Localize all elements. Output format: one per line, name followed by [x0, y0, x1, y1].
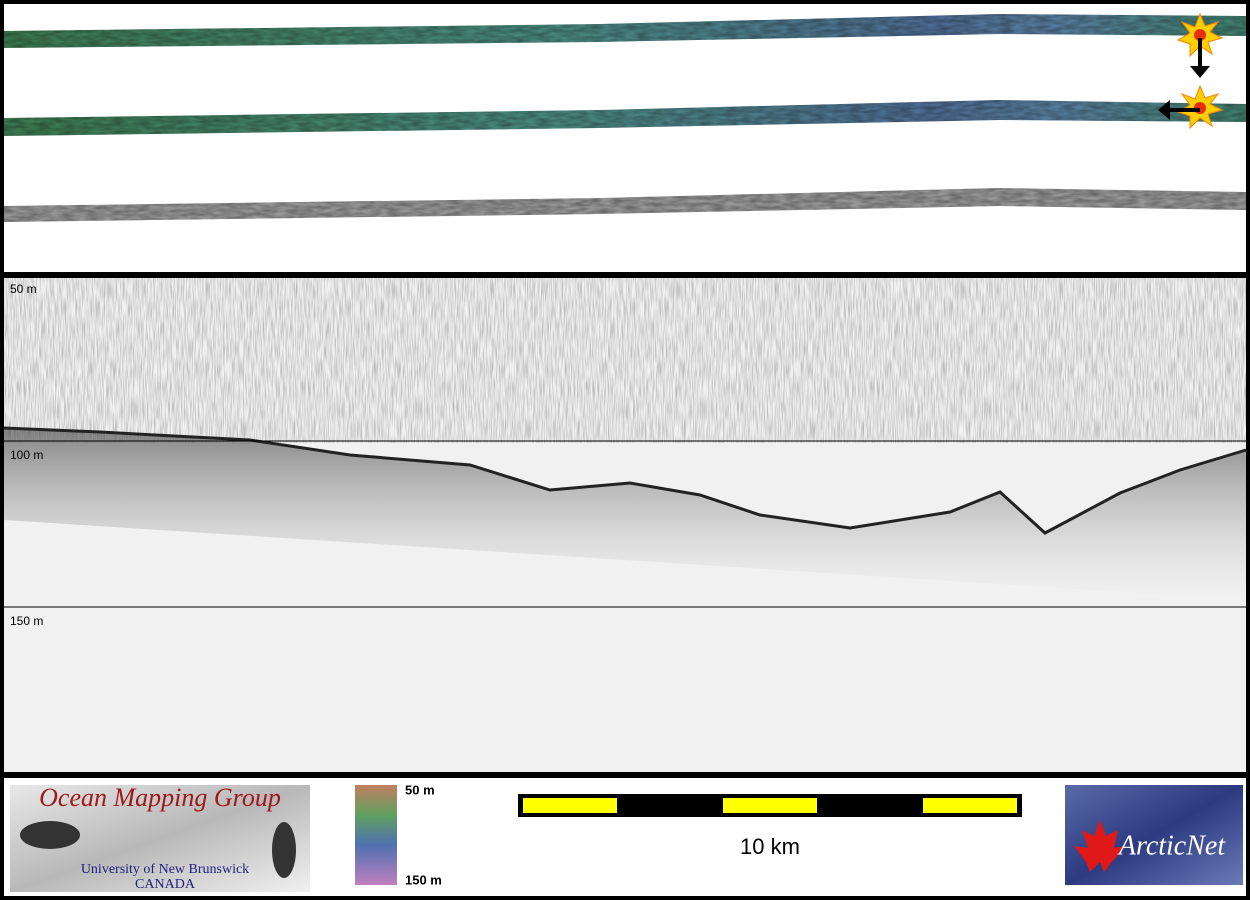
swath-strips [4, 14, 1246, 222]
arcticnet-logo: ArcticNet [1065, 785, 1243, 885]
logo-title: Ocean Mapping Group [39, 783, 281, 812]
swath-texture [4, 14, 1246, 48]
seafloor-trace [3, 426, 1247, 535]
arrow-head [1158, 100, 1170, 120]
depth-label: 100 m [10, 448, 43, 462]
color-bar-label: 150 m [405, 872, 442, 887]
color-bar-label: 50 m [405, 782, 435, 797]
arrow-head [1190, 66, 1210, 78]
logo-label: ArcticNet [1117, 830, 1226, 861]
backscatter-texture [4, 188, 1246, 222]
scale-bar: 10 km [518, 794, 1022, 859]
ocean-mapping-logo: Ocean Mapping Group University of New Br… [10, 783, 310, 892]
water-column-noise [4, 278, 1246, 443]
marker-dot [1194, 29, 1206, 41]
color-bar [355, 785, 397, 885]
sub-bottom-return [4, 428, 1246, 600]
scale-segment [523, 798, 617, 813]
swath-panel [4, 4, 1246, 272]
maple-leaf [1074, 820, 1126, 872]
swath-texture [4, 100, 1246, 136]
position-markers [1158, 12, 1224, 130]
scale-label: 10 km [740, 834, 800, 859]
logo-subtitle: University of New Brunswick [81, 862, 249, 877]
logo-ship [272, 822, 296, 878]
scale-segment [923, 798, 1017, 813]
depth-label: 150 m [10, 614, 43, 628]
logo-ship [20, 821, 80, 849]
logo-country: CANADA [135, 877, 196, 892]
depth-label: 50 m [10, 282, 37, 296]
scale-segment [723, 798, 817, 813]
